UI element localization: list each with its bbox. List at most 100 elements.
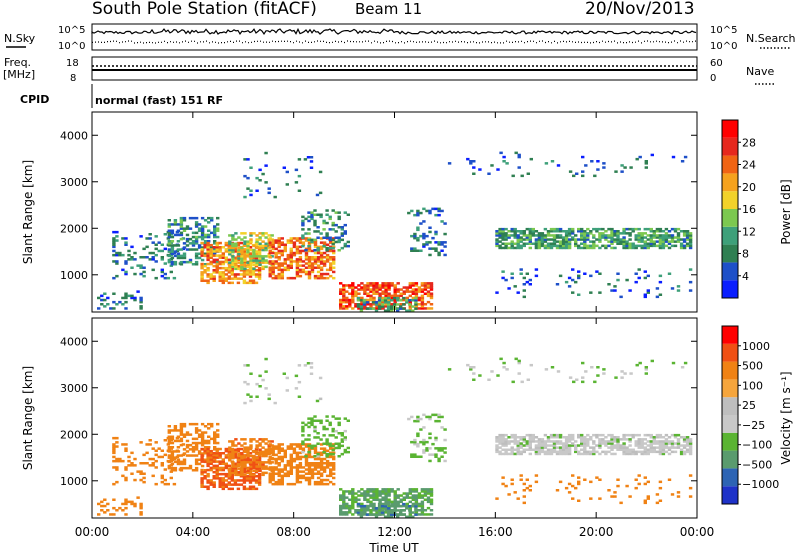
power-cell — [337, 217, 341, 221]
velocity-cell — [252, 459, 256, 462]
power-cell — [322, 251, 327, 255]
power-cell — [289, 237, 293, 240]
velocity-cell — [309, 362, 314, 365]
velocity-cell — [298, 443, 303, 446]
velocity-cell — [640, 444, 644, 447]
velocity-cell — [567, 444, 572, 447]
velocity-cell — [249, 440, 253, 443]
velocity-cell — [228, 467, 232, 470]
power-cell — [622, 242, 626, 245]
power-cell — [384, 292, 388, 295]
power-cell — [167, 235, 171, 239]
velocity-cell — [231, 469, 235, 472]
velocity-cell — [408, 505, 412, 508]
power-cell — [188, 237, 193, 241]
velocity-cell — [200, 485, 204, 488]
power-cell — [402, 307, 406, 310]
velocity-cell — [640, 440, 644, 443]
velocity-cell — [322, 482, 327, 486]
velocity-cell — [316, 466, 321, 469]
velocity-cell — [390, 509, 394, 512]
velocity-cell — [154, 482, 158, 486]
power-cell — [252, 263, 256, 266]
power-cell — [331, 209, 335, 212]
power-cell — [258, 259, 262, 262]
velocity-cell — [322, 462, 327, 465]
velocity-cell — [179, 466, 184, 470]
velocity-cell — [552, 440, 557, 443]
velocity-cell — [124, 449, 128, 452]
velocity-cell — [251, 462, 256, 465]
power-cell — [251, 260, 256, 264]
velocity-cell — [170, 429, 175, 432]
power-cell — [185, 248, 190, 251]
power-cell — [206, 248, 210, 251]
power-cell — [212, 269, 216, 272]
velocity-cell — [580, 440, 584, 443]
velocity-cell — [422, 449, 426, 452]
power-cell — [426, 282, 431, 285]
power-cell — [558, 227, 563, 231]
velocity-cell — [218, 452, 222, 455]
velocity-cell — [228, 452, 232, 456]
power-cell — [207, 240, 211, 243]
power-cell — [552, 227, 557, 231]
velocity-cell — [623, 372, 627, 375]
power-cell — [528, 227, 532, 231]
power-cell — [221, 254, 225, 257]
velocity-cell — [319, 466, 324, 469]
velocity-cell — [552, 433, 557, 437]
x-tick-label: 08:00 — [276, 525, 311, 539]
velocity-cell — [522, 438, 526, 441]
power-cell — [230, 266, 234, 270]
velocity-cell — [522, 489, 526, 492]
power-cell — [589, 244, 593, 248]
velocity-cell — [209, 460, 213, 463]
power-cell — [679, 238, 684, 241]
velocity-cell — [246, 446, 250, 449]
power-cell — [203, 240, 208, 243]
power-cell — [543, 246, 548, 250]
power-cell — [643, 236, 647, 239]
velocity-cell — [295, 453, 300, 457]
velocity-cell — [130, 472, 134, 475]
velocity-cell — [255, 465, 259, 468]
velocity-cell — [384, 492, 388, 495]
velocity-cell — [173, 425, 178, 428]
power-cell — [607, 234, 611, 237]
power-cell — [254, 243, 259, 247]
velocity-cell — [437, 447, 441, 450]
power-cell — [661, 240, 666, 243]
power-cell — [670, 238, 675, 241]
power-cell — [650, 153, 654, 157]
velocity-cell — [264, 450, 268, 454]
power-cell — [622, 244, 626, 248]
power-cell — [215, 269, 219, 272]
velocity-cell — [207, 441, 211, 445]
power-cell — [240, 232, 244, 235]
power-cell — [437, 213, 441, 217]
velocity-cell — [598, 438, 602, 441]
velocity-cell — [257, 477, 262, 480]
velocity-cell — [682, 450, 687, 454]
velocity-cell — [274, 459, 278, 463]
power-cell — [372, 284, 376, 287]
power-cell — [218, 262, 222, 266]
velocity-cell — [366, 488, 370, 491]
power-cell — [329, 249, 333, 253]
power-cell — [271, 247, 275, 251]
velocity-cell — [240, 456, 244, 460]
velocity-cell — [289, 462, 293, 465]
velocity-cell — [295, 468, 300, 471]
velocity-cell — [378, 494, 382, 497]
velocity-cell — [242, 458, 247, 461]
power-cell — [437, 253, 441, 257]
power-cell — [399, 305, 403, 308]
velocity-cell — [212, 481, 216, 484]
velocity-cell — [577, 452, 581, 456]
power-cell — [375, 292, 379, 295]
velocity-cell — [655, 433, 660, 437]
power-cell — [528, 283, 532, 286]
power-cell — [285, 170, 289, 174]
power-cell — [593, 174, 597, 178]
